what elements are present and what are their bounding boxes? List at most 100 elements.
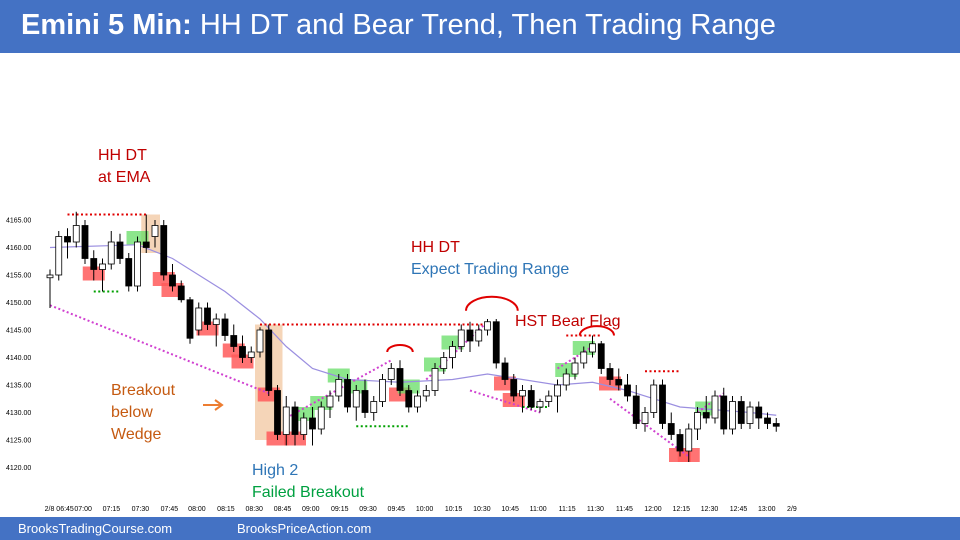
chart-title: Emini 5 Min: HH DT and Bear Trend, Then … bbox=[21, 9, 776, 42]
bull-candle bbox=[536, 401, 544, 408]
bull-candle bbox=[46, 274, 54, 279]
annotation-hst-bear-flag: HST Bear Flag bbox=[515, 313, 621, 330]
x-tick-label: 13:00 bbox=[758, 506, 776, 513]
y-tick-label: 4155.00 bbox=[6, 273, 31, 280]
annotation-breakout-wedge-line2: below bbox=[111, 404, 153, 421]
bear-candle bbox=[221, 318, 229, 336]
bull-candle bbox=[545, 395, 553, 402]
bull-candle bbox=[212, 318, 220, 325]
bear-candle bbox=[177, 285, 185, 301]
annotation-high2-line1: High 2 bbox=[252, 462, 299, 479]
x-tick-label: 08:00 bbox=[188, 506, 206, 513]
entry-boxes bbox=[82, 231, 718, 462]
bull-candle bbox=[449, 346, 456, 358]
bear-candle bbox=[755, 406, 763, 419]
bear-candle bbox=[230, 335, 238, 347]
bear-candle bbox=[344, 379, 351, 408]
bull-candle bbox=[475, 329, 483, 342]
x-tick-label: 2/8 06:45 bbox=[45, 506, 74, 513]
x-tick-label: 08:30 bbox=[245, 506, 263, 513]
bull-candle bbox=[571, 362, 579, 375]
bear-candle bbox=[659, 384, 666, 424]
bull-candle bbox=[519, 390, 526, 397]
bear-candle bbox=[125, 258, 133, 287]
bull-candle bbox=[300, 417, 308, 435]
y-tick-label: 4125.00 bbox=[6, 438, 31, 445]
x-tick-label: 10:45 bbox=[501, 506, 519, 513]
annotation-hh-dt-ema-line1: HH DT bbox=[98, 147, 147, 164]
y-tick-label: 4140.00 bbox=[6, 355, 31, 362]
bull-candle bbox=[352, 390, 360, 408]
bull-candle bbox=[72, 225, 80, 243]
bear-candle bbox=[116, 241, 124, 259]
x-tick-label: 08:45 bbox=[274, 506, 292, 513]
bull-candle bbox=[247, 351, 255, 358]
bear-candle bbox=[160, 225, 168, 276]
bull-candle bbox=[370, 401, 378, 413]
x-tick-label: 07:00 bbox=[74, 506, 92, 513]
bull-candle bbox=[379, 379, 386, 402]
bear-candle bbox=[667, 423, 675, 435]
bull-candle bbox=[440, 357, 448, 369]
annotation-hh-dt-range: HH DT Expect Trading Range bbox=[411, 237, 569, 281]
bear-candle bbox=[274, 390, 281, 435]
bear-candle bbox=[492, 321, 500, 364]
bear-candle bbox=[291, 406, 299, 435]
bear-candle bbox=[597, 343, 605, 369]
bull-candle bbox=[387, 368, 395, 380]
y-tick-label: 4160.00 bbox=[6, 245, 31, 252]
bull-candle bbox=[422, 390, 430, 397]
footer-right: BrooksPriceAction.com bbox=[237, 521, 372, 536]
annotation-hh-dt-range-line2: Expect Trading Range bbox=[411, 261, 570, 278]
bull-candle bbox=[282, 406, 290, 435]
candles bbox=[46, 211, 780, 462]
bear-candle bbox=[169, 274, 176, 287]
bear-candle bbox=[510, 379, 518, 397]
bull-candle bbox=[317, 406, 325, 430]
wedge-line bbox=[469, 389, 541, 414]
x-tick-label: 09:00 bbox=[302, 506, 320, 513]
chart-title-rest: HH DT and Bear Trend, Then Trading Range bbox=[191, 9, 776, 41]
annotation-high2-line2: Failed Breakout bbox=[252, 484, 365, 501]
bear-candle bbox=[90, 258, 98, 270]
bear-candle bbox=[186, 299, 194, 339]
wedge-line bbox=[49, 304, 270, 395]
y-tick-label: 4135.00 bbox=[6, 383, 31, 390]
double-top-arc bbox=[386, 343, 414, 353]
x-tick-label: 12:45 bbox=[730, 506, 748, 513]
x-tick-label: 07:15 bbox=[103, 506, 121, 513]
bull-candle bbox=[694, 412, 701, 430]
double-top-arc bbox=[578, 325, 615, 336]
y-tick-label: 4130.00 bbox=[6, 410, 31, 417]
annotation-breakout-wedge-line3: Wedge bbox=[111, 426, 162, 443]
bull-candle bbox=[335, 379, 343, 397]
annotation-breakout-wedge-line1: Breakout bbox=[111, 382, 176, 399]
x-tick-label: 11:30 bbox=[587, 506, 604, 513]
bull-candle bbox=[729, 401, 736, 430]
bear-candle bbox=[396, 368, 404, 391]
y-tick-label: 4150.00 bbox=[6, 300, 31, 307]
wedge-line bbox=[609, 397, 690, 458]
annotation-high2: High 2 Failed Breakout bbox=[252, 460, 364, 504]
x-tick-label: 09:30 bbox=[359, 506, 377, 513]
footer-banner bbox=[0, 517, 960, 540]
annotation-hh-dt-ema-line2: at EMA bbox=[98, 169, 151, 186]
bull-candle bbox=[195, 307, 203, 331]
ema-path bbox=[49, 244, 777, 416]
bull-candle bbox=[484, 321, 491, 331]
bull-candle bbox=[650, 384, 658, 413]
y-tick-label: 4145.00 bbox=[6, 328, 31, 335]
x-tick-label: 07:30 bbox=[132, 506, 150, 513]
bull-candle bbox=[641, 412, 649, 424]
bear-candle bbox=[142, 241, 150, 248]
title-banner bbox=[0, 0, 960, 53]
bear-candle bbox=[466, 329, 474, 342]
bull-candle bbox=[562, 373, 570, 386]
x-tick-label: 12:30 bbox=[701, 506, 719, 513]
bull-candle bbox=[589, 343, 596, 353]
x-tick-label: 12:15 bbox=[672, 506, 690, 513]
ema-line bbox=[49, 244, 777, 416]
bull-candle bbox=[746, 406, 754, 424]
bull-candle bbox=[414, 395, 421, 408]
bear-candle bbox=[265, 329, 273, 391]
